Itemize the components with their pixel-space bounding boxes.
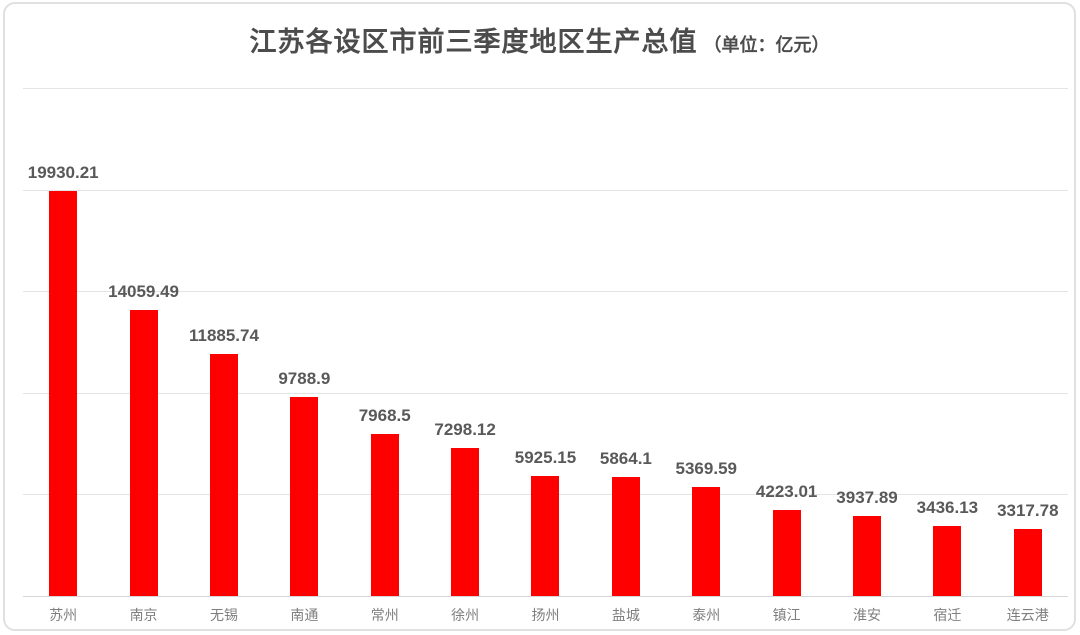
bar-value-label: 19930.21 [27, 163, 99, 183]
bar-column: 14059.49 南京 [103, 88, 183, 623]
bar-column: 3317.78 连云港 [988, 88, 1068, 623]
bar-category-label: 扬州 [531, 607, 560, 623]
bar-column: 3937.89 淮安 [827, 88, 907, 623]
bar-category-label: 连云港 [1006, 607, 1049, 623]
bar [49, 191, 78, 596]
gridline [23, 88, 1068, 89]
bar-value-label: 3317.78 [997, 500, 1059, 520]
gridline [23, 189, 1068, 191]
x-axis-line [23, 596, 1068, 597]
bar [611, 476, 640, 596]
bar [692, 486, 721, 596]
bar-column: 11885.74 无锡 [184, 88, 264, 623]
bar-value-label: 3436.13 [916, 498, 979, 518]
bar-category-label: 泰州 [692, 607, 721, 623]
chart-title: 江苏各设区市前三季度地区生产总值 [249, 27, 698, 57]
bar-column: 4223.01 镇江 [746, 88, 826, 623]
bar-value-label: 4223.01 [755, 482, 818, 502]
chart-card: 江苏各设区市前三季度地区生产总值 （单位：亿元） 19930.21 苏州 14059.… [3, 2, 1076, 631]
bar [772, 510, 801, 596]
bar-column: 3436.13 宿迁 [907, 88, 987, 623]
gridline [23, 291, 1068, 293]
bar [290, 397, 319, 596]
bar-value-label: 7968.5 [358, 406, 411, 426]
bar-category-label: 宿迁 [933, 607, 962, 623]
bar-column: 5369.59 泰州 [666, 88, 746, 623]
bar-column: 5925.15 扬州 [505, 88, 585, 623]
bar [129, 310, 158, 596]
bar-category-label: 无锡 [209, 607, 238, 623]
bar-value-label: 3937.89 [836, 487, 898, 507]
bar-column: 7968.5 常州 [345, 88, 425, 623]
bar-category-label: 盐城 [611, 607, 640, 623]
bar-value-label: 11885.74 [188, 326, 259, 346]
bar [209, 354, 238, 596]
bar-value-label: 5925.15 [514, 447, 577, 467]
bar-column: 9788.9 南通 [264, 88, 344, 623]
bar-category-label: 常州 [370, 607, 399, 623]
bar [933, 526, 962, 596]
bar [1013, 528, 1042, 596]
bar-category-label: 淮安 [853, 607, 882, 623]
plot-area: 19930.21 苏州 14059.49 南京 11885.74 无锡 9788.9 南通 79… [23, 88, 1068, 623]
bar-column: 5864.1 盐城 [586, 88, 666, 623]
bar-category-label: 南京 [129, 607, 158, 623]
bar-category-label: 徐州 [451, 607, 480, 623]
bar-column: 19930.21 苏州 [23, 88, 103, 623]
bar-value-label: 5369.59 [675, 458, 737, 478]
bars-layer: 19930.21 苏州 14059.49 南京 11885.74 无锡 9788.9 南通 79… [23, 88, 1068, 623]
bar [370, 434, 399, 596]
bar [853, 515, 882, 596]
bar-column: 7298.12 徐州 [425, 88, 505, 623]
bar [451, 447, 480, 596]
bar-value-label: 9788.9 [278, 369, 331, 389]
chart-unit-note: （单位：亿元） [703, 35, 830, 55]
bar-value-label: 14059.49 [108, 282, 180, 302]
chart-header: 江苏各设区市前三季度地区生产总值 （单位：亿元） [5, 26, 1074, 63]
bar-category-label: 南通 [290, 607, 319, 623]
bar-value-label: 7298.12 [434, 419, 496, 439]
bar-category-label: 苏州 [49, 607, 78, 623]
bar [531, 475, 560, 596]
gridline [23, 392, 1068, 394]
bar-value-label: 5864.1 [599, 448, 652, 468]
bar-category-label: 镇江 [772, 607, 801, 623]
